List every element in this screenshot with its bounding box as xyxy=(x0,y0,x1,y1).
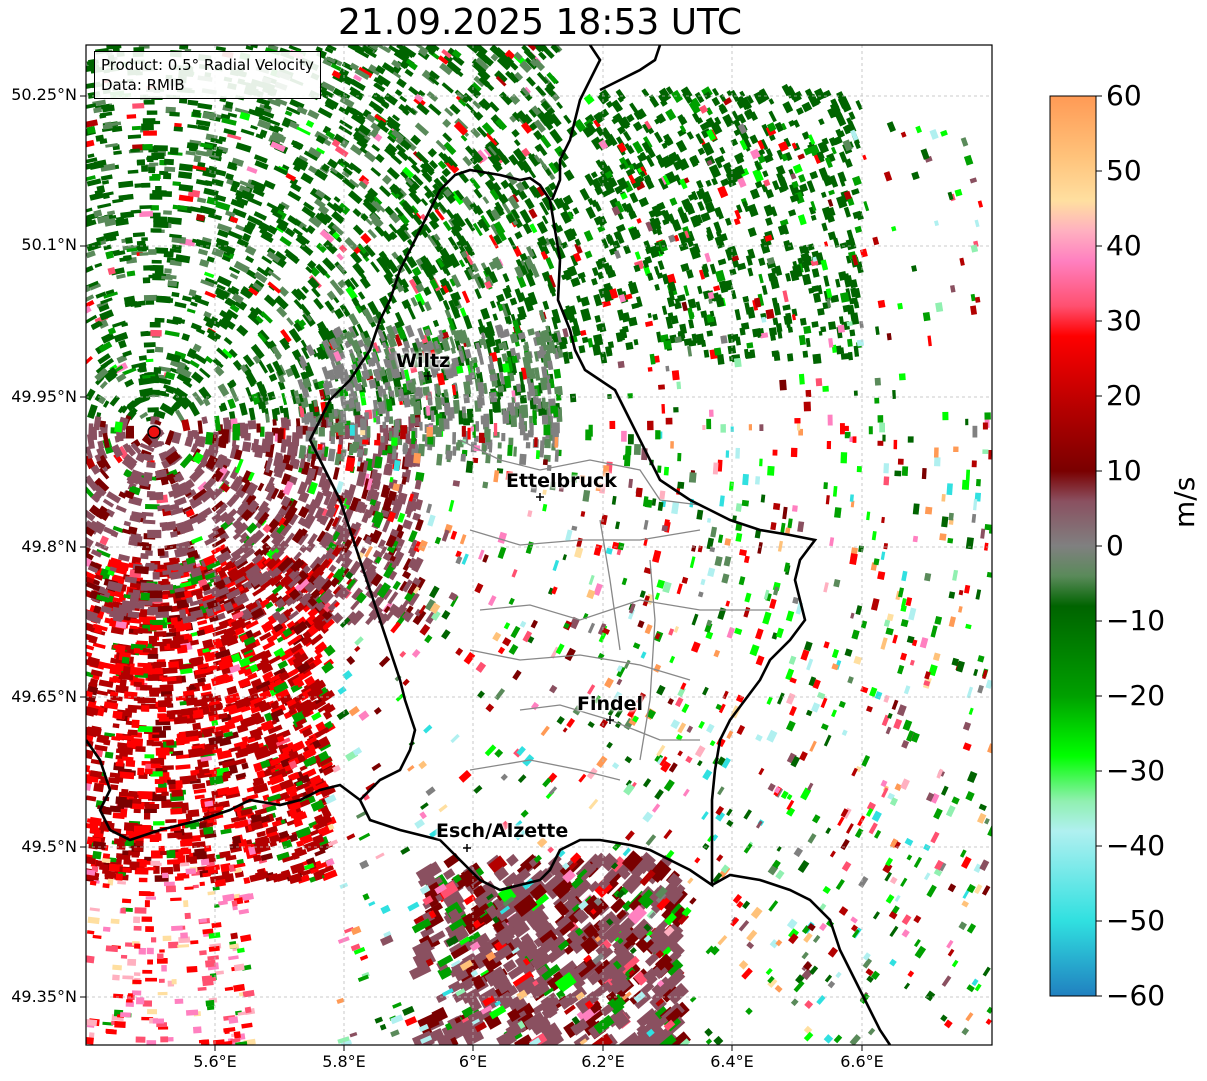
map-title: 21.09.2025 18:53 UTC xyxy=(337,2,743,43)
product-label: Product: 0.5° Radial Velocity xyxy=(101,56,314,74)
lon-label-5-8: 5.8°E xyxy=(322,1052,366,1071)
france-border xyxy=(86,739,361,842)
city-markers xyxy=(424,372,614,852)
product-info-box: Product: 0.5° Radial Velocity Data: RMIB xyxy=(94,51,321,99)
gridlines xyxy=(86,45,992,1045)
colorbar-tick-60: 60 xyxy=(1106,79,1142,112)
colorbar-tick-10: 10 xyxy=(1106,454,1142,487)
lon-label-6-2: 6.2°E xyxy=(581,1052,625,1071)
colorbar-tick-minus-50: −50 xyxy=(1106,904,1166,937)
colorbar-tick-minus-60: −60 xyxy=(1106,979,1166,1012)
lat-label-49-35: 49.35°N xyxy=(11,987,77,1006)
germany-border-east xyxy=(599,45,662,92)
lat-label-49-5: 49.5°N xyxy=(21,837,77,856)
city-label-ettelbruck: Ettelbruck xyxy=(506,470,617,492)
lon-label-6-4: 6.4°E xyxy=(710,1052,754,1071)
colorbar-tick-minus-10: −10 xyxy=(1106,604,1166,637)
lon-label-5-6: 5.6°E xyxy=(193,1052,237,1071)
colorbar-tick-40: 40 xyxy=(1106,229,1142,262)
colorbar-tick-minus-40: −40 xyxy=(1106,829,1166,862)
lon-label-6-6: 6.6°E xyxy=(840,1052,884,1071)
colorbar-tick-0: 0 xyxy=(1106,529,1124,562)
lat-label-49-65: 49.65°N xyxy=(11,687,77,706)
country-borders xyxy=(86,45,892,1045)
radar-site-marker xyxy=(147,425,161,439)
lon-label-6: 6°E xyxy=(458,1052,488,1071)
city-label-wiltz: Wiltz xyxy=(396,350,451,372)
luxembourg-border xyxy=(308,168,818,892)
city-label-findel: Findel xyxy=(577,693,644,715)
colorbar-unit-label: m/s xyxy=(1168,476,1201,528)
data-source-label: Data: RMIB xyxy=(101,76,185,94)
colorbar xyxy=(1049,95,1102,997)
lat-label-50-25: 50.25°N xyxy=(11,85,77,104)
radar-echoes xyxy=(86,45,992,1045)
colorbar-tick-minus-20: −20 xyxy=(1106,679,1166,712)
colorbar-tick-20: 20 xyxy=(1106,379,1142,412)
city-label-esch-alzette: Esch/Alzette xyxy=(436,820,569,842)
axis-ticks xyxy=(80,95,863,1051)
plot-frame xyxy=(85,44,993,1046)
lat-label-49-8: 49.8°N xyxy=(21,537,77,556)
lat-label-49-95: 49.95°N xyxy=(11,387,77,406)
colorbar-tick-30: 30 xyxy=(1106,304,1142,337)
lat-label-50-1: 50.1°N xyxy=(21,235,77,254)
france-germany-border xyxy=(711,873,892,1045)
colorbar-tick-50: 50 xyxy=(1106,154,1142,187)
colorbar-tick-minus-30: −30 xyxy=(1106,754,1166,787)
belgium-germany-border xyxy=(550,45,602,201)
